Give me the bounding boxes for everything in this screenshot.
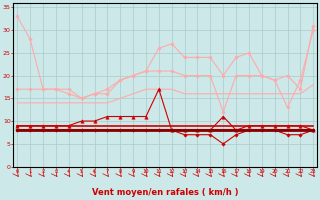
- X-axis label: Vent moyen/en rafales ( km/h ): Vent moyen/en rafales ( km/h ): [92, 188, 238, 197]
